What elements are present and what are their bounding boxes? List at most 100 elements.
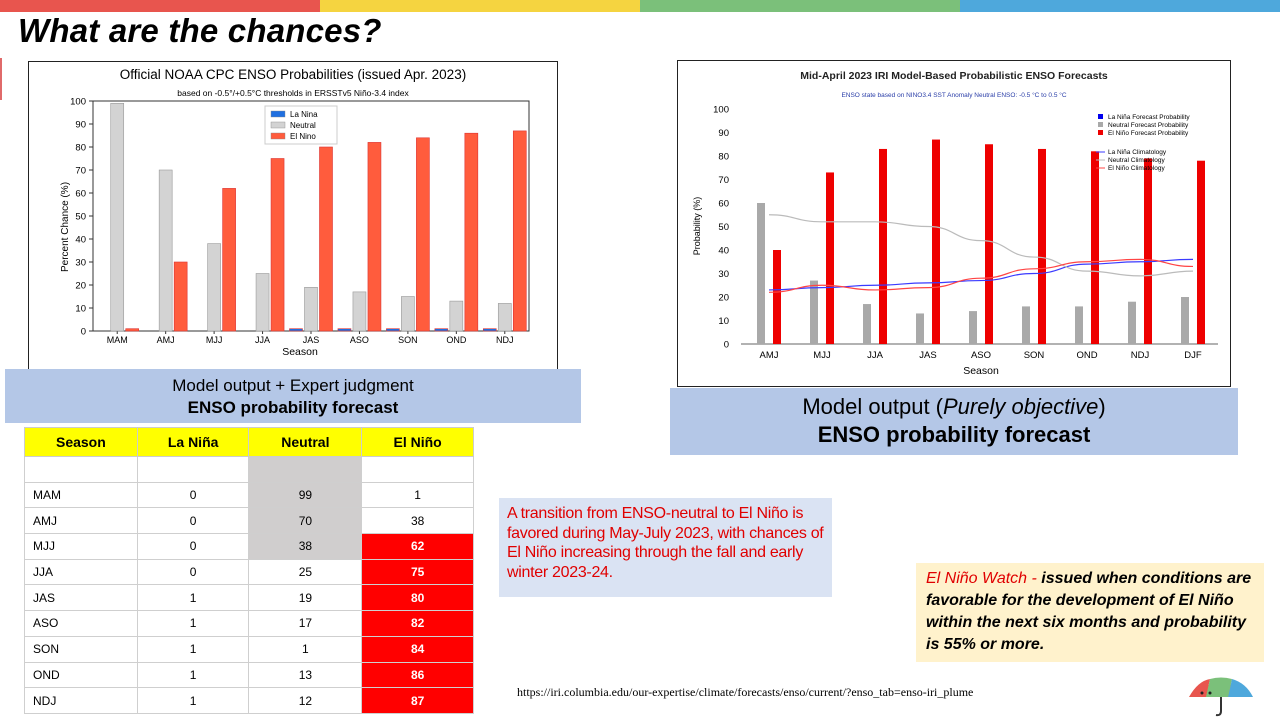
chart1-ylabel: Percent Chance (%) xyxy=(60,182,71,272)
chart1-xtick-label: NDJ xyxy=(496,335,514,345)
chart1-bar xyxy=(401,296,415,332)
table-cell xyxy=(136,456,250,483)
chart2-bar xyxy=(932,139,940,344)
table-cell: OND xyxy=(24,661,138,689)
chart1-bar xyxy=(512,130,527,332)
chart2-bar xyxy=(1022,306,1030,344)
cpc-chart-svg: Official NOAA CPC ENSO Probabilities (is… xyxy=(60,67,530,358)
chart1-ytick-label: 90 xyxy=(75,120,86,131)
chart2-ytick-label: 70 xyxy=(718,175,729,186)
chart2-legend-swatch xyxy=(1098,130,1103,135)
top-bar-yellow xyxy=(320,0,640,12)
table-row-blank xyxy=(24,456,474,483)
chart1-legend-swatch xyxy=(270,121,286,129)
chart2-bar xyxy=(1128,301,1136,344)
table-row: JJA 0 25 75 xyxy=(24,558,474,586)
chart1-bar xyxy=(482,328,497,332)
chart2-climatology-line xyxy=(768,258,1194,291)
table-cell: 86 xyxy=(361,661,474,689)
chart2-xtick-label: DJF xyxy=(1184,350,1202,361)
chart2-title: Mid-April 2023 IRI Model-Based Probabili… xyxy=(800,70,1108,82)
chart2-xlabel: Season xyxy=(963,365,999,377)
chart2-bar xyxy=(985,144,993,344)
table-cell: 84 xyxy=(361,635,474,663)
chart1-legend-swatch xyxy=(270,132,286,140)
table-cell xyxy=(248,456,363,483)
chart1-bar xyxy=(158,169,173,332)
chart2-ytick-label: 30 xyxy=(718,269,729,280)
probability-table: Season La Niña Neutral El Niño MAM 0 99 1 AM… xyxy=(24,427,474,714)
chart2-legend-label: Neutral Climatology xyxy=(1108,157,1165,164)
table-cell: MAM xyxy=(24,481,138,509)
chart2-ytick-label: 60 xyxy=(718,199,729,210)
chart2-ytick-label: 40 xyxy=(718,246,729,257)
banner1-line1: Model output + Expert judgment xyxy=(172,376,414,395)
chart2-legend-swatch xyxy=(1098,122,1103,127)
table-header-la-nina: La Niña xyxy=(136,427,250,457)
chart1-bar xyxy=(255,273,270,332)
chart2-climatology-line xyxy=(768,258,1194,293)
chart2-xtick-label: JAS xyxy=(919,350,936,361)
chart1-xtick-label: JJA xyxy=(255,335,270,345)
chart1-bar xyxy=(125,328,140,332)
chart1-xlabel: Season xyxy=(282,346,318,358)
chart2-plot-area: 0 10 20 30 40 50 60 70 80 90 100 AMJ MJJ JJA JAS ASO SON… xyxy=(713,105,1218,361)
table-cell: 82 xyxy=(361,610,474,637)
table-cell: 12 xyxy=(248,687,363,714)
chart1-legend-swatch xyxy=(270,110,286,118)
table-cell: 0 xyxy=(136,507,250,535)
chart1-subtitle: based on -0.5°/+0.5°C thresholds in ERSS… xyxy=(177,88,409,98)
chart1-ytick-label: 20 xyxy=(75,281,86,292)
chart2-legend-label: La Niña Forecast Probability xyxy=(1108,114,1190,121)
top-bar-green xyxy=(640,0,960,12)
table-cell: 38 xyxy=(361,507,474,535)
chart2-bar xyxy=(969,311,977,344)
chart2-ytick-label: 20 xyxy=(718,293,729,304)
table-header-el-nino: El Niño xyxy=(361,427,474,457)
chart1-bar xyxy=(416,137,430,332)
expert-forecast-banner: Model output + Expert judgment ENSO prob… xyxy=(5,369,581,423)
table-cell: 1 xyxy=(136,635,250,663)
chart2-ytick-label: 10 xyxy=(718,316,729,327)
chart2-xtick-label: NDJ xyxy=(1131,350,1150,361)
chart2-legend-label: El Niño Forecast Probability xyxy=(1108,130,1189,137)
chart2-ytick-label: 100 xyxy=(713,105,729,116)
chart1-legend-label: El Nino xyxy=(290,132,316,141)
chart1-bar xyxy=(386,328,400,332)
cpc-probability-chart: Official NOAA CPC ENSO Probabilities (is… xyxy=(28,61,558,370)
table-cell: 25 xyxy=(248,558,363,586)
chart1-bar xyxy=(464,132,479,332)
chart2-bar xyxy=(1144,158,1152,344)
chart2-xtick-label: MJJ xyxy=(813,350,831,361)
slide-title: What are the chances? xyxy=(18,12,382,49)
chart2-bar xyxy=(863,304,871,344)
iri-chart-svg: Mid-April 2023 IRI Model-Based Probabili… xyxy=(692,70,1218,377)
banner2-line2: ENSO probability forecast xyxy=(817,422,1091,447)
chart1-bar xyxy=(497,303,512,332)
table-cell: JJA xyxy=(24,558,138,586)
chart2-legend-label: Neutral Forecast Probability xyxy=(1108,122,1189,129)
watch-label: El Niño Watch xyxy=(926,570,1028,587)
transition-note: A transition from ENSO-neutral to El Niñ… xyxy=(499,498,832,597)
table-cell: 13 xyxy=(248,661,363,689)
table-cell: MJJ xyxy=(24,533,138,560)
chart1-bar xyxy=(173,261,188,332)
table-cell: 1 xyxy=(136,584,250,612)
table-cell: 17 xyxy=(248,610,363,637)
table-row: AMJ 0 70 38 xyxy=(24,507,474,535)
chart1-bar xyxy=(367,142,382,332)
chart1-xtick-label: SON xyxy=(398,335,418,345)
chart1-bar xyxy=(289,328,303,332)
table-cell xyxy=(24,456,138,483)
table-row: MJJ 0 38 62 xyxy=(24,533,474,560)
banner2-line1-a: Model output ( xyxy=(802,394,943,419)
chart1-xtick-label: OND xyxy=(446,335,467,345)
table-cell: SON xyxy=(24,635,138,663)
table-row: SON 1 1 84 xyxy=(24,635,474,663)
table-cell: NDJ xyxy=(24,687,138,714)
chart1-ytick-label: 30 xyxy=(75,258,86,269)
table-row: ASO 1 17 82 xyxy=(24,610,474,637)
chart1-xtick-label: JAS xyxy=(303,335,320,345)
left-accent-line xyxy=(0,58,2,100)
chart2-bar xyxy=(1197,160,1205,344)
